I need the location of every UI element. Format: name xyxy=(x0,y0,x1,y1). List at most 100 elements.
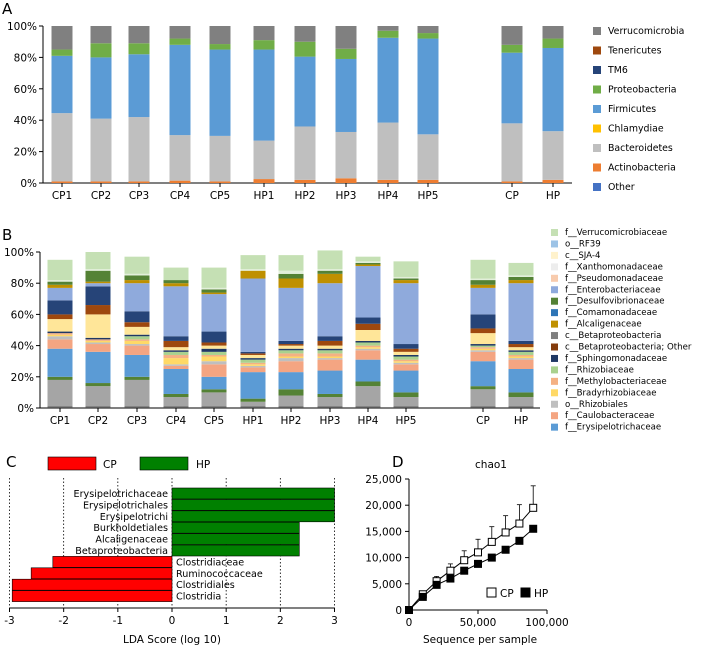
bar-segment xyxy=(163,347,189,351)
bar-segment xyxy=(278,358,304,362)
panel-d-chao1-chart: chao1 0 5,000 10,000 15,000 20,000 25,000 0 50,0… xyxy=(365,459,568,646)
legend-swatch xyxy=(551,274,558,282)
y-tick-label: 80% xyxy=(14,52,37,64)
bar-segment xyxy=(317,336,343,341)
bar-segment xyxy=(508,275,534,277)
legend-swatch xyxy=(593,124,601,133)
bar-segment xyxy=(85,340,111,343)
bar-segment xyxy=(124,322,150,327)
legend-swatch xyxy=(551,263,558,271)
legend-swatch xyxy=(593,163,601,172)
series-line-hp xyxy=(408,528,534,611)
bar-segment xyxy=(393,356,419,360)
legend-swatch xyxy=(551,412,558,420)
legend-swatch xyxy=(551,423,558,431)
x-tick-label: HP1 xyxy=(254,190,275,202)
legend-label: Verrucomicrobia xyxy=(608,26,684,37)
bar-segment xyxy=(124,376,150,380)
bar-segment xyxy=(124,280,150,284)
x-tick-label: -3 xyxy=(4,615,14,627)
bar-segment xyxy=(124,339,150,341)
legend-swatch xyxy=(593,66,601,74)
lda-bar xyxy=(171,499,335,511)
bar-segment xyxy=(240,365,266,368)
legend-swatch xyxy=(551,389,558,397)
bar-segment xyxy=(417,26,439,34)
x-tick-label: HP4 xyxy=(378,190,399,202)
data-point-cp xyxy=(446,566,455,575)
bar-segment xyxy=(201,348,227,352)
bar-segment xyxy=(317,270,343,274)
bar-segment xyxy=(128,26,150,44)
bar-segment xyxy=(393,351,419,355)
x-tick-label: HP2 xyxy=(281,415,302,427)
bar-segment xyxy=(542,47,564,132)
data-point-hp xyxy=(529,524,538,533)
bar-segment xyxy=(377,37,399,123)
x-tick-label: CP5 xyxy=(210,190,230,202)
x-tick-label: -1 xyxy=(113,615,123,627)
bar-segment xyxy=(393,276,419,279)
bar-segment xyxy=(124,311,150,323)
bar-segment xyxy=(508,392,534,398)
legend-label: f__Verrucomicrobiaceae xyxy=(565,228,667,238)
bar-segment xyxy=(501,52,523,124)
bar-segment xyxy=(470,361,496,387)
legend-label: f__Xanthomonadaceae xyxy=(565,262,663,272)
bar-segment xyxy=(355,264,381,267)
bar-segment xyxy=(201,289,227,293)
data-point-hp xyxy=(501,545,510,554)
data-point-hp xyxy=(515,536,524,545)
x-tick-label: 100,000 xyxy=(525,617,568,629)
bar-segment xyxy=(85,269,111,271)
bar-segment xyxy=(508,350,534,352)
bar-segment xyxy=(201,392,227,407)
y-tick-label: 60% xyxy=(14,84,37,96)
bar-segment xyxy=(470,333,496,345)
bar-segment xyxy=(317,397,343,407)
x-tick-label: 0 xyxy=(406,617,413,629)
data-point-hp xyxy=(460,566,469,575)
bar-segment xyxy=(169,44,191,136)
bar-segment xyxy=(278,344,304,346)
bar-segment xyxy=(335,26,357,49)
x-tick-label: CP2 xyxy=(88,415,108,427)
bar-segment xyxy=(163,350,189,352)
bar-segment xyxy=(393,348,419,352)
bar-segment xyxy=(355,406,381,408)
bar-segment xyxy=(355,386,381,407)
legend-swatch xyxy=(551,400,558,408)
bar-segment xyxy=(278,340,304,345)
bar-segment xyxy=(417,134,439,180)
bar-segment xyxy=(240,353,266,355)
bar-segment xyxy=(317,269,343,271)
lda-bar-label: Clostridiales xyxy=(176,580,235,591)
x-tick-label: CP3 xyxy=(129,190,149,202)
bar-segment xyxy=(240,269,266,271)
legend-swatch xyxy=(593,144,601,152)
x-tick-label: HP xyxy=(514,415,528,427)
bar-segment xyxy=(85,270,111,282)
bar-segment xyxy=(508,369,534,393)
lda-bar-label: Betaproteobacteria xyxy=(75,546,168,557)
bar-segment xyxy=(278,348,304,351)
bar-segment xyxy=(355,261,381,263)
bar-segment xyxy=(317,359,343,371)
legend-label: f__Erysipelotrichaceae xyxy=(565,423,661,433)
bar-segment xyxy=(377,179,399,183)
legend-label: Chlamydiae xyxy=(608,124,664,135)
legend-swatch xyxy=(551,240,558,248)
bar-segment xyxy=(317,283,343,337)
bar-segment xyxy=(470,328,496,334)
bar-segment xyxy=(317,273,343,284)
bar-segment xyxy=(253,40,275,50)
bar-segment xyxy=(508,344,534,348)
bar-segment xyxy=(294,179,316,183)
bar-segment xyxy=(417,33,439,39)
legend-swatch-hp xyxy=(139,456,189,471)
legend-swatch xyxy=(593,105,601,113)
bar-segment xyxy=(47,319,73,332)
bar-segment xyxy=(85,314,111,338)
bar-segment xyxy=(294,56,316,127)
bar-segment xyxy=(128,54,150,118)
